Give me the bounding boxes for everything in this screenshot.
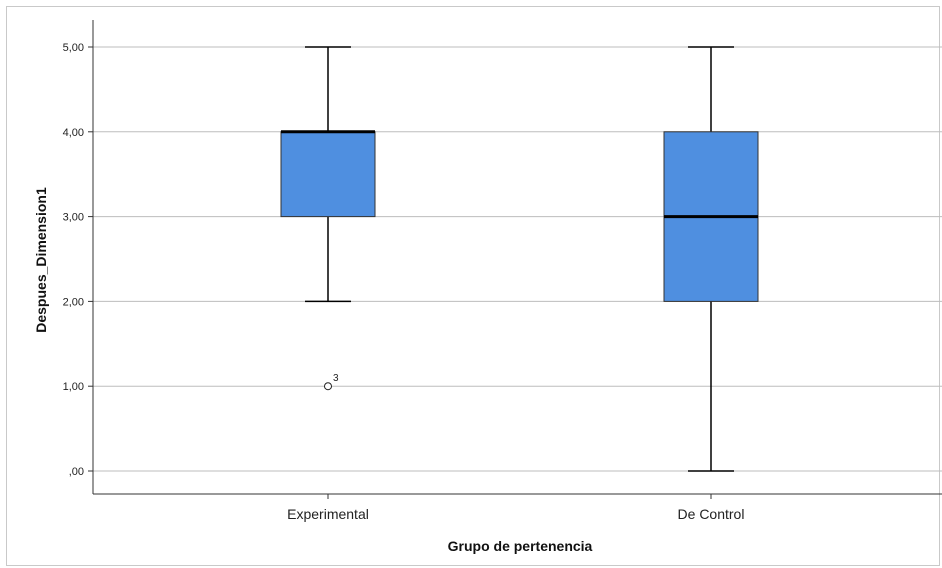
y-tick-label: 5,00 — [63, 42, 84, 54]
grid-lines — [93, 46, 942, 472]
x-axis-title: Grupo de pertenencia — [448, 538, 593, 554]
y-tick-label: ,00 — [69, 466, 84, 478]
outlier-point — [324, 382, 332, 391]
outlier-label: 3 — [333, 373, 339, 384]
y-tick-label: 1,00 — [63, 381, 84, 393]
y-tick-label: 4,00 — [63, 127, 84, 139]
box-experimental: 3 — [280, 46, 376, 391]
chart-frame — [6, 6, 940, 566]
y-tick-label: 3,00 — [63, 212, 84, 224]
y-tick-label: 2,00 — [63, 296, 84, 308]
iqr-box — [280, 131, 376, 218]
box-de-control — [663, 46, 759, 472]
labels: ,00 1,00 2,00 3,00 4,00 5,00 Experimental De Co… — [63, 42, 745, 522]
boxes: 3 — [280, 46, 759, 472]
x-tick-label: De Control — [678, 506, 745, 522]
x-tick-label: Experimental — [287, 506, 369, 522]
axes — [88, 20, 942, 499]
y-axis-title: Despues_Dimension1 — [33, 187, 49, 333]
